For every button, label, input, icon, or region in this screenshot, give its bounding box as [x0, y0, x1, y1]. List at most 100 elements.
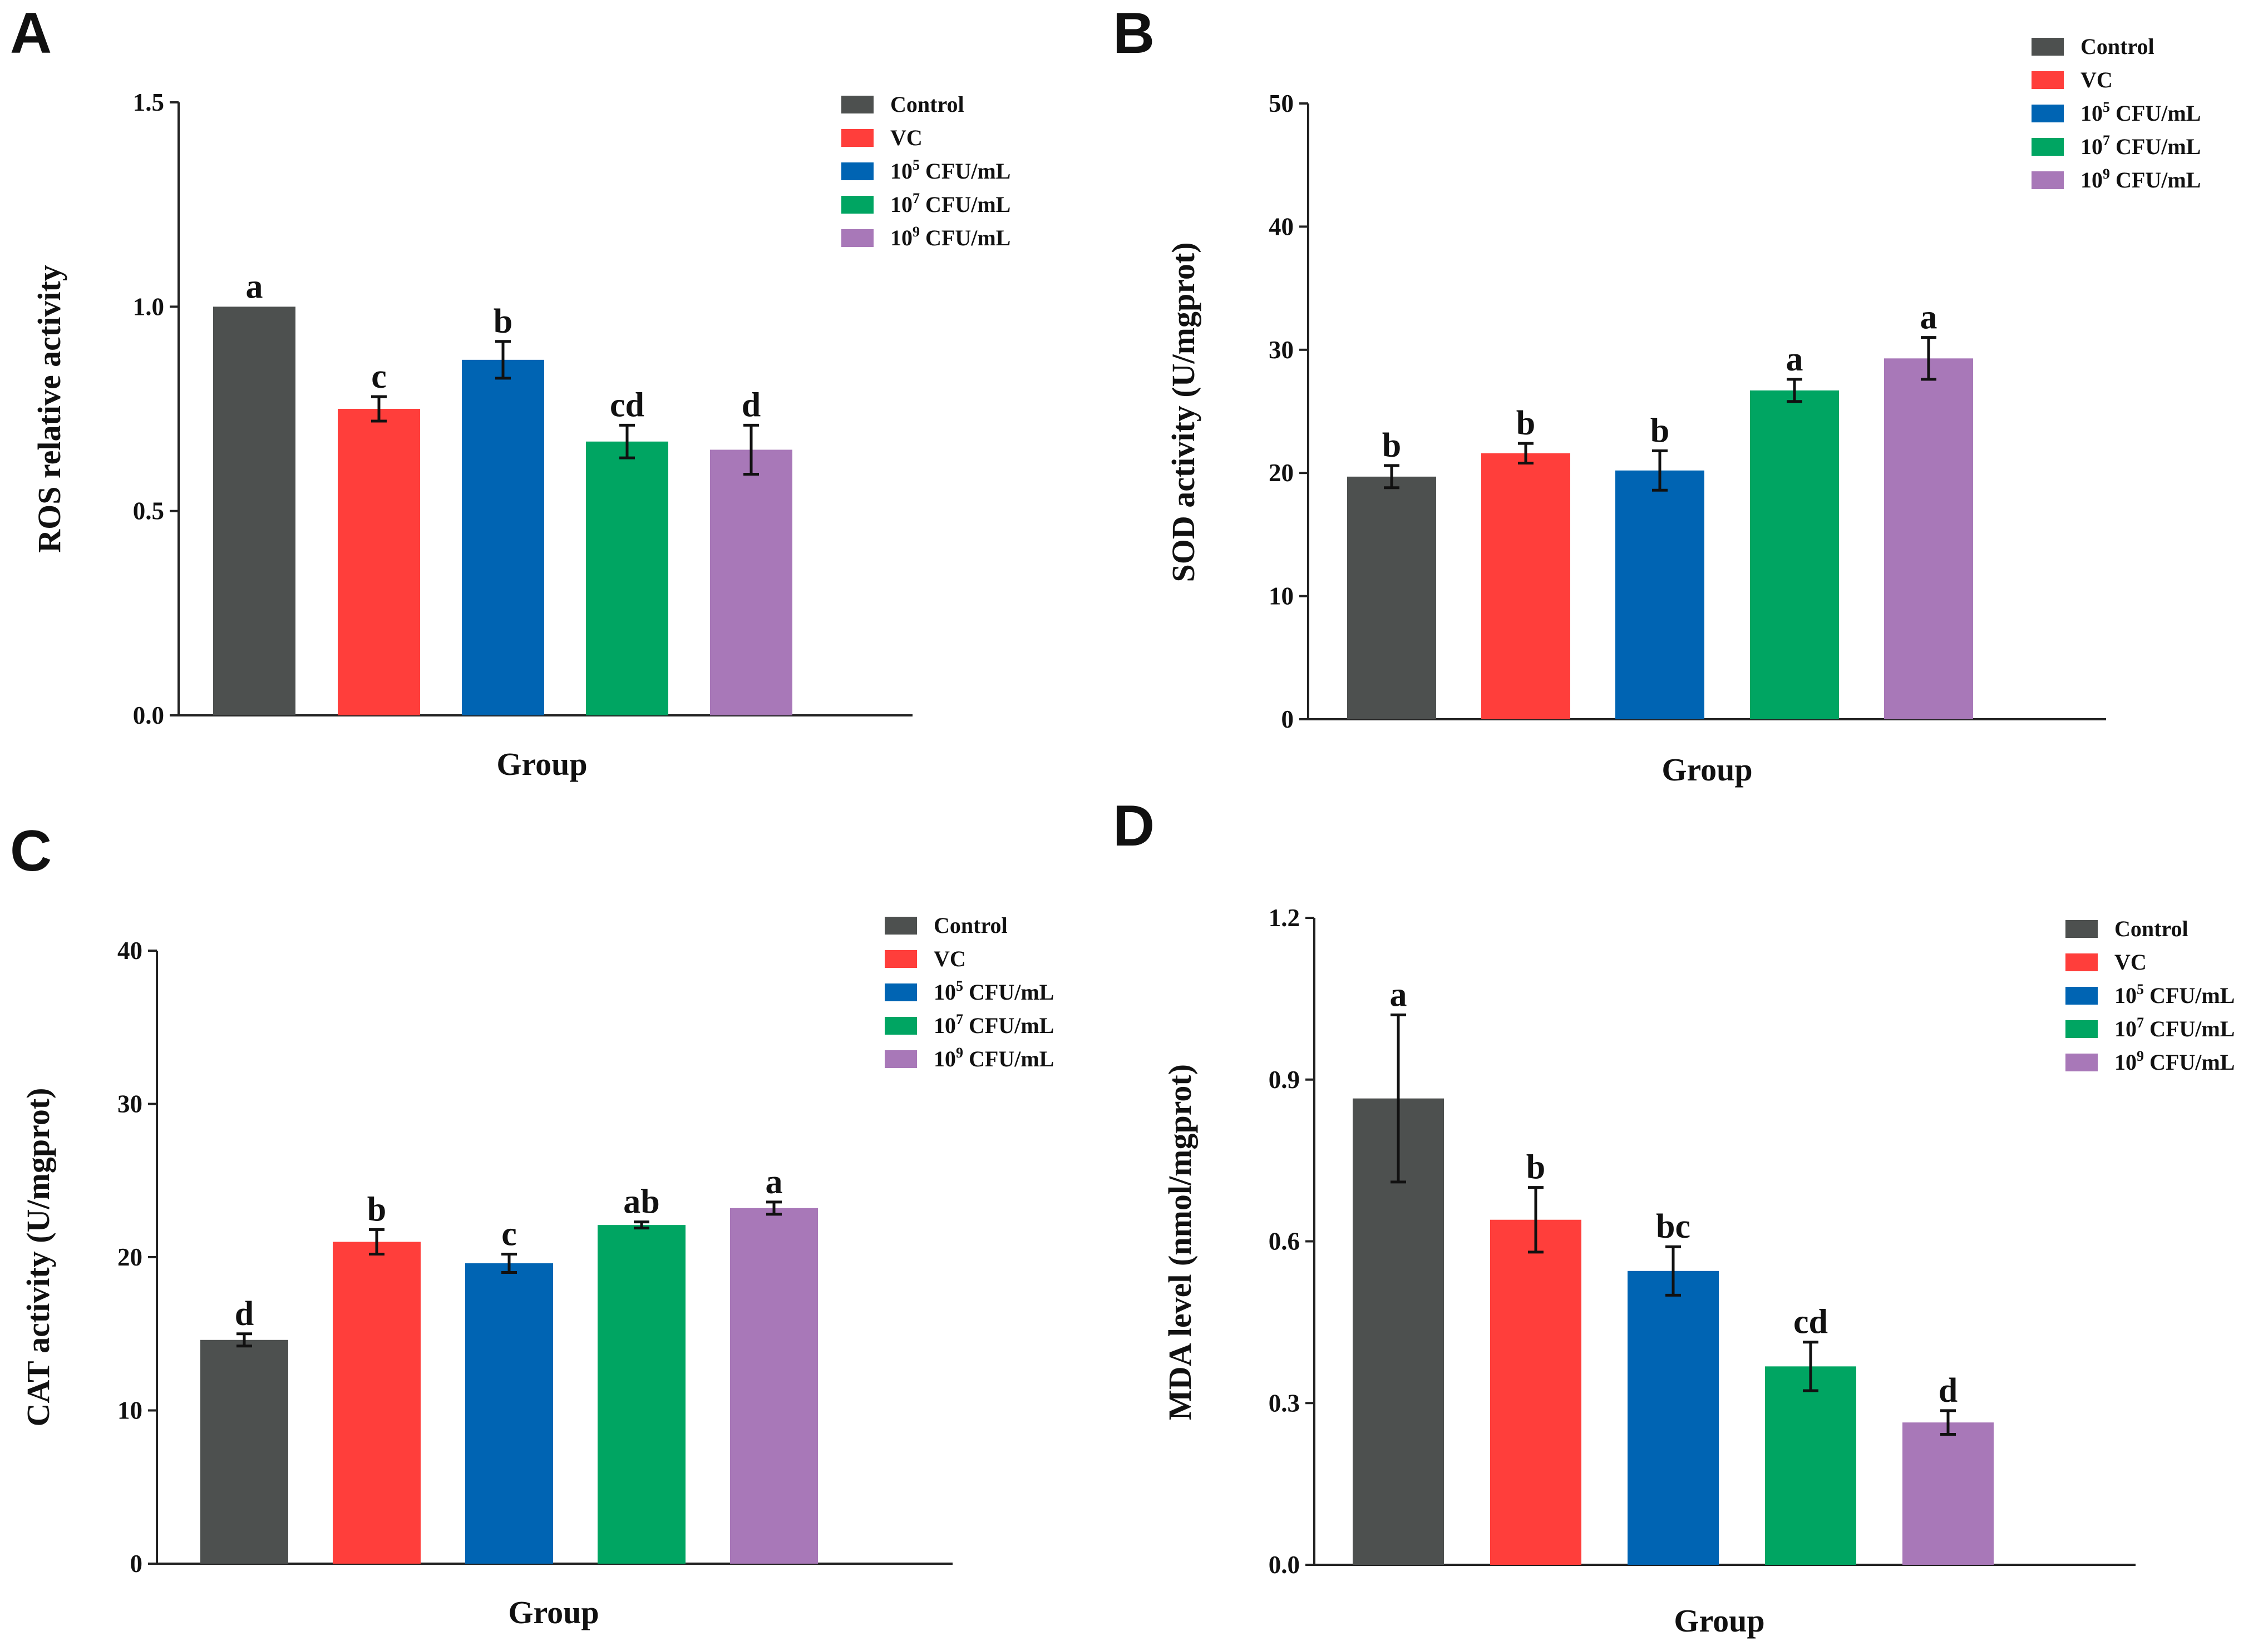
- panel-a-bar-10e7-cfu-ml: [586, 441, 668, 715]
- panel-a-y-ticks: 0.0 0.5 1.0 1.5: [133, 88, 179, 729]
- panel-c-y-tick-label: 30: [117, 1090, 142, 1118]
- panel-a-letter: A: [10, 1, 52, 66]
- panel-d-legend-item: VC: [2065, 950, 2147, 975]
- panel-d-error-bar-10e5-cfu-ml: [1665, 1245, 1681, 1297]
- panel-c: C 0 10 20 30 40 d b c ab a Group CAT activity (U…: [10, 819, 1054, 1630]
- panel-d-significance-10e9-cfu-ml: d: [1939, 1372, 1958, 1410]
- panel-c-legend-label: 107 CFU/mL: [934, 1011, 1054, 1038]
- panel-d-y-tick-label: 0.0: [1269, 1551, 1300, 1579]
- panel-c-significance-control: d: [235, 1295, 254, 1333]
- panel-a-error-bar-10e7-cfu-ml: [619, 423, 635, 459]
- panel-a-legend-label: 107 CFU/mL: [890, 190, 1010, 217]
- panel-c-y-axis-title: CAT activity (U/mgprot): [20, 1088, 56, 1427]
- panel-c-legend-label: 109 CFU/mL: [934, 1045, 1054, 1071]
- panel-a-bar-10e5-cfu-ml: [462, 359, 544, 715]
- panel-b-legend-swatch: [2032, 38, 2064, 56]
- panel-b-legend-label: VC: [2080, 67, 2113, 92]
- panel-a-y-tick-label: 1.5: [133, 88, 164, 116]
- panel-b-bars: b b b a a: [1347, 299, 1973, 719]
- panel-d-legend-item: 105 CFU/mL: [2065, 981, 2235, 1008]
- panel-b: B 0 10 20 30 40 50 b b b a a Group SOD activity (…: [1113, 1, 2201, 788]
- panel-d-bar-vc: [1490, 1219, 1581, 1565]
- panel-c-error-bar-10e5-cfu-ml: [501, 1252, 517, 1274]
- panel-d-error-bar-10e9-cfu-ml: [1940, 1409, 1956, 1436]
- panel-c-significance-10e7-cfu-ml: ab: [623, 1183, 659, 1221]
- panel-a-legend-item: 107 CFU/mL: [841, 190, 1010, 217]
- panel-c-y-tick-label: 10: [117, 1397, 142, 1425]
- panel-a-legend-swatch: [841, 162, 874, 180]
- panel-d-bar-10e5-cfu-ml: [1628, 1271, 1719, 1565]
- panel-a-error-bar-vc: [371, 395, 387, 423]
- panel-c-bar-control: [200, 1339, 288, 1564]
- panel-c-bar-vc: [333, 1242, 421, 1564]
- panel-a-y-tick-label: 0.0: [133, 701, 164, 729]
- panel-c-legend-item: VC: [885, 946, 966, 971]
- panel-d-error-bar-10e7-cfu-ml: [1803, 1341, 1818, 1392]
- panel-c-error-bar-10e9-cfu-ml: [766, 1200, 782, 1216]
- panel-a-legend-item: 109 CFU/mL: [841, 224, 1010, 250]
- panel-b-bar-10e9-cfu-ml: [1884, 358, 1973, 719]
- panel-b-significance-10e9-cfu-ml: a: [1920, 299, 1937, 337]
- panel-c-bars: d b c ab a: [200, 1163, 818, 1564]
- panel-a-y-tick-label: 1.0: [133, 293, 164, 320]
- panel-a-legend-item: VC: [841, 125, 923, 150]
- panel-c-error-bar-vc: [369, 1228, 384, 1255]
- panel-a-significance-control: a: [246, 268, 263, 305]
- panel-d-legend-swatch: [2065, 1054, 2098, 1071]
- panel-b-error-bar-10e5-cfu-ml: [1652, 449, 1668, 492]
- panel-d-legend-swatch: [2065, 1020, 2098, 1038]
- panel-b-bar-10e5-cfu-ml: [1615, 470, 1704, 719]
- panel-b-y-tick-label: 30: [1269, 336, 1294, 364]
- panel-a-significance-10e5-cfu-ml: b: [494, 303, 512, 340]
- panel-b-legend-label: Control: [2080, 34, 2154, 59]
- panel-a-error-bar-10e9-cfu-ml: [743, 423, 759, 476]
- panel-a-bar-vc: [338, 409, 420, 715]
- panel-c-bar-10e5-cfu-ml: [465, 1263, 553, 1564]
- panel-b-error-bar-10e9-cfu-ml: [1921, 336, 1936, 381]
- panel-b-significance-vc: b: [1516, 404, 1535, 442]
- panel-a-bars: a c b cd d: [213, 268, 792, 715]
- panel-b-letter: B: [1113, 1, 1155, 66]
- panel-a-significance-10e7-cfu-ml: cd: [610, 386, 644, 424]
- panel-b-legend-swatch: [2032, 138, 2064, 156]
- panel-b-y-axis-title: SOD activity (U/mgprot): [1165, 242, 1201, 582]
- panel-c-legend-swatch: [885, 950, 917, 968]
- panel-c-legend-item: 109 CFU/mL: [885, 1045, 1054, 1071]
- panel-a-bar-10e9-cfu-ml: [710, 449, 792, 715]
- panel-a-significance-vc: c: [371, 358, 387, 396]
- panel-b-legend-item: Control: [2032, 34, 2154, 59]
- panel-a: A 0.0 0.5 1.0 1.5 a c b cd d Group ROS relative…: [10, 1, 1010, 782]
- panel-b-bar-10e7-cfu-ml: [1750, 390, 1839, 719]
- panel-a-error-bar-10e5-cfu-ml: [495, 340, 511, 380]
- panel-d-legend-swatch: [2065, 953, 2098, 971]
- panel-c-letter: C: [10, 819, 52, 883]
- panel-d-significance-vc: b: [1526, 1149, 1545, 1187]
- panel-b-y-tick-label: 40: [1269, 212, 1294, 240]
- panel-c-y-tick-label: 40: [117, 937, 142, 965]
- panel-c-significance-vc: b: [367, 1190, 386, 1228]
- panel-b-bar-vc: [1481, 453, 1570, 719]
- panel-c-legend-item: 105 CFU/mL: [885, 978, 1054, 1005]
- panel-c-legend-swatch: [885, 917, 917, 935]
- panel-d-y-tick-label: 0.9: [1269, 1066, 1300, 1094]
- panel-b-significance-10e7-cfu-ml: a: [1786, 340, 1803, 378]
- panel-c-legend-item: Control: [885, 913, 1008, 938]
- panel-b-legend-swatch: [2032, 171, 2064, 189]
- panel-d-y-axis-title: MDA level (nmol/mgprot): [1162, 1064, 1198, 1420]
- panel-c-x-axis-title: Group: [508, 1594, 599, 1630]
- panel-d-error-bar-control: [1391, 1013, 1406, 1184]
- panel-d-legend-label: Control: [2114, 916, 2188, 941]
- panel-a-x-axis-title: Group: [496, 746, 587, 782]
- panel-d-y-tick-label: 0.3: [1269, 1389, 1300, 1417]
- panel-a-legend-swatch: [841, 196, 874, 214]
- panel-d-letter: D: [1113, 794, 1155, 858]
- panel-c-legend-label: Control: [934, 913, 1008, 938]
- panel-c-y-tick-label: 0: [130, 1550, 143, 1578]
- panel-b-legend-swatch: [2032, 105, 2064, 122]
- panel-d-error-bar-vc: [1528, 1186, 1544, 1254]
- panel-c-legend: Control VC 105 CFU/mL 107 CFU/mL 109 CFU/mL: [885, 913, 1054, 1071]
- panel-a-legend-label: VC: [890, 125, 923, 150]
- panel-c-bar-10e7-cfu-ml: [598, 1225, 686, 1564]
- panel-c-y-ticks: 0 10 20 30 40: [117, 937, 157, 1578]
